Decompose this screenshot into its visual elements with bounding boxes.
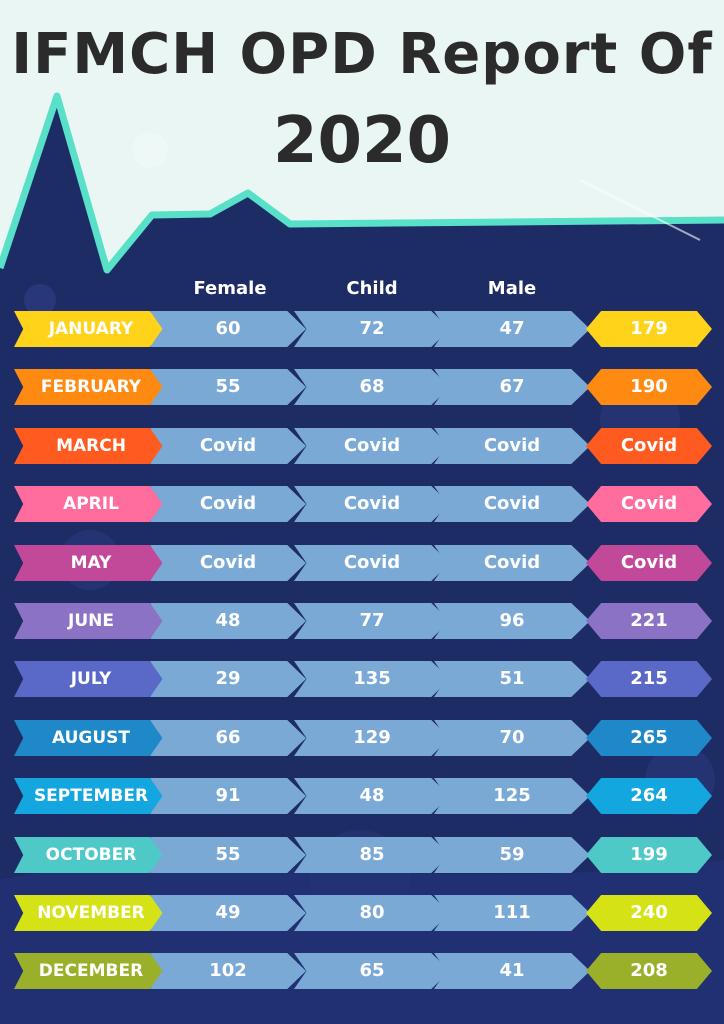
glare (579, 179, 701, 241)
month-label: NOVEMBER (14, 895, 168, 931)
page-title: IFMCH OPD Report Of (11, 22, 713, 87)
table-row: MAY Covid Covid Covid Covid (0, 545, 724, 581)
table-row: MARCH Covid Covid Covid Covid (0, 428, 724, 464)
male-count: 51 (434, 661, 590, 697)
table-row: JANUARY 60 72 47 179 (0, 311, 724, 347)
male-count: 70 (434, 720, 590, 756)
child-count: Covid (294, 486, 450, 522)
month-label: AUGUST (14, 720, 168, 756)
bokeh-circle (24, 284, 56, 316)
female-count: 91 (150, 778, 306, 814)
column-header-male: Male (487, 278, 537, 299)
male-count: 67 (434, 369, 590, 405)
child-count: 129 (294, 720, 450, 756)
total-count: 208 (586, 953, 712, 989)
month-label: MAY (14, 545, 168, 581)
female-count: 49 (150, 895, 306, 931)
child-count: 48 (294, 778, 450, 814)
total-count: Covid (586, 545, 712, 581)
total-count: 199 (586, 837, 712, 873)
total-count: 265 (586, 720, 712, 756)
bokeh-circle (132, 132, 168, 168)
child-count: Covid (294, 545, 450, 581)
male-count: Covid (434, 428, 590, 464)
female-count: 55 (150, 369, 306, 405)
child-count: 72 (294, 311, 450, 347)
total-count: 179 (586, 311, 712, 347)
male-count: 111 (434, 895, 590, 931)
month-label: DECEMBER (14, 953, 168, 989)
month-label: JULY (14, 661, 168, 697)
month-label: SEPTEMBER (14, 778, 168, 814)
child-count: 80 (294, 895, 450, 931)
total-count: 264 (586, 778, 712, 814)
child-count: 65 (294, 953, 450, 989)
female-count: 48 (150, 603, 306, 639)
female-count: 55 (150, 837, 306, 873)
child-count: 77 (294, 603, 450, 639)
female-count: 60 (150, 311, 306, 347)
table-row: JULY 29 135 51 215 (0, 661, 724, 697)
male-count: 41 (434, 953, 590, 989)
female-count: 29 (150, 661, 306, 697)
total-count: 240 (586, 895, 712, 931)
month-label: APRIL (14, 486, 168, 522)
column-header-child: Child (346, 278, 398, 299)
male-count: Covid (434, 545, 590, 581)
female-count: 66 (150, 720, 306, 756)
female-count: Covid (150, 486, 306, 522)
table-row: DECEMBER 102 65 41 208 (0, 953, 724, 989)
total-count: 190 (586, 369, 712, 405)
month-label: JANUARY (14, 311, 168, 347)
female-count: Covid (150, 428, 306, 464)
table-row: APRIL Covid Covid Covid Covid (0, 486, 724, 522)
month-label: MARCH (14, 428, 168, 464)
table-row: NOVEMBER 49 80 111 240 (0, 895, 724, 931)
month-label: JUNE (14, 603, 168, 639)
child-count: 85 (294, 837, 450, 873)
child-count: 68 (294, 369, 450, 405)
total-count: Covid (586, 428, 712, 464)
table-row: AUGUST 66 129 70 265 (0, 720, 724, 756)
month-label: OCTOBER (14, 837, 168, 873)
male-count: Covid (434, 486, 590, 522)
female-count: Covid (150, 545, 306, 581)
male-count: 96 (434, 603, 590, 639)
table-row: OCTOBER 55 85 59 199 (0, 837, 724, 873)
total-count: 215 (586, 661, 712, 697)
male-count: 125 (434, 778, 590, 814)
total-count: Covid (586, 486, 712, 522)
pulse-line (0, 92, 724, 274)
child-count: Covid (294, 428, 450, 464)
column-header-female: Female (193, 278, 267, 299)
month-label: FEBRUARY (14, 369, 168, 405)
male-count: 59 (434, 837, 590, 873)
table-row: JUNE 48 77 96 221 (0, 603, 724, 639)
top-light-background (0, 0, 724, 270)
total-count: 221 (586, 603, 712, 639)
table-row: SEPTEMBER 91 48 125 264 (0, 778, 724, 814)
male-count: 47 (434, 311, 590, 347)
female-count: 102 (150, 953, 306, 989)
table-row: FEBRUARY 55 68 67 190 (0, 369, 724, 405)
page-title-year: 2020 (272, 104, 452, 178)
child-count: 135 (294, 661, 450, 697)
